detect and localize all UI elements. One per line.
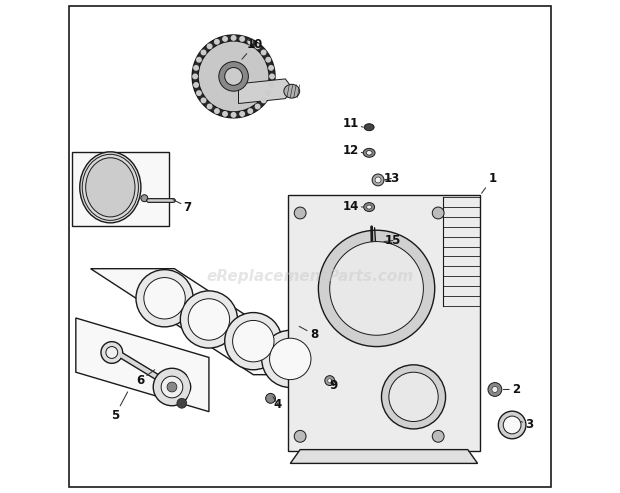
Circle shape [161,376,183,398]
Circle shape [144,278,185,319]
Circle shape [372,174,384,186]
Ellipse shape [366,151,372,155]
Text: 7: 7 [173,200,192,213]
Text: 15: 15 [384,234,401,247]
Circle shape [255,104,260,109]
Circle shape [206,104,213,109]
Circle shape [247,39,253,45]
Circle shape [193,82,199,88]
Text: 5: 5 [111,392,128,422]
Text: 11: 11 [342,117,363,130]
Ellipse shape [363,148,375,157]
Circle shape [239,111,245,117]
Text: 13: 13 [383,172,399,185]
Circle shape [193,65,199,71]
Circle shape [265,57,271,63]
Circle shape [222,111,228,117]
Text: 10: 10 [242,38,263,59]
Circle shape [432,430,444,442]
Text: 8: 8 [299,326,318,341]
Circle shape [270,338,311,380]
Circle shape [265,393,275,403]
Circle shape [232,320,274,362]
Circle shape [503,416,521,434]
Text: 14: 14 [342,200,363,212]
Circle shape [239,36,245,42]
Circle shape [268,65,274,71]
Ellipse shape [86,158,135,217]
Text: 4: 4 [273,397,282,411]
Text: 2: 2 [503,383,520,396]
Circle shape [196,90,202,96]
Circle shape [192,35,275,118]
Circle shape [222,36,228,42]
Circle shape [492,387,498,392]
Polygon shape [91,269,337,375]
Circle shape [188,299,229,340]
Circle shape [180,291,237,348]
Polygon shape [239,79,293,104]
Circle shape [231,112,237,118]
Circle shape [325,376,335,386]
Polygon shape [184,368,199,406]
Circle shape [196,57,202,63]
Text: 3: 3 [521,419,533,431]
Polygon shape [76,318,209,412]
Circle shape [153,368,191,406]
Circle shape [375,177,381,183]
Circle shape [255,43,260,49]
Circle shape [192,73,198,79]
Circle shape [200,49,206,55]
Circle shape [206,43,213,49]
Circle shape [381,365,446,429]
Circle shape [177,398,187,408]
Circle shape [200,98,206,104]
Ellipse shape [364,203,374,211]
Circle shape [231,35,237,41]
Circle shape [136,270,193,327]
Circle shape [319,230,435,347]
Circle shape [167,382,177,392]
Polygon shape [73,152,169,226]
Circle shape [214,39,220,45]
Polygon shape [290,450,477,463]
Circle shape [265,90,271,96]
Circle shape [106,347,118,358]
Circle shape [328,379,332,383]
Ellipse shape [364,124,374,131]
Circle shape [269,73,275,79]
Text: 1: 1 [482,172,497,193]
Circle shape [141,195,148,202]
Circle shape [268,82,274,88]
Polygon shape [288,195,480,451]
Circle shape [224,313,282,370]
Circle shape [330,242,423,335]
Circle shape [262,330,319,387]
Text: 12: 12 [342,144,363,157]
Circle shape [389,372,438,422]
Circle shape [224,68,242,85]
Circle shape [198,41,269,112]
Circle shape [101,342,123,363]
Ellipse shape [80,152,141,223]
Circle shape [432,207,444,219]
Circle shape [260,98,267,104]
Text: 6: 6 [136,370,155,387]
Circle shape [488,383,502,396]
Ellipse shape [284,84,299,98]
Circle shape [498,411,526,439]
Circle shape [294,430,306,442]
Circle shape [260,49,267,55]
Circle shape [247,108,253,114]
Ellipse shape [366,205,371,209]
Text: 9: 9 [330,379,338,392]
Circle shape [214,108,220,114]
Text: eReplacementParts.com: eReplacementParts.com [206,269,414,283]
Circle shape [294,207,306,219]
Circle shape [219,62,249,91]
